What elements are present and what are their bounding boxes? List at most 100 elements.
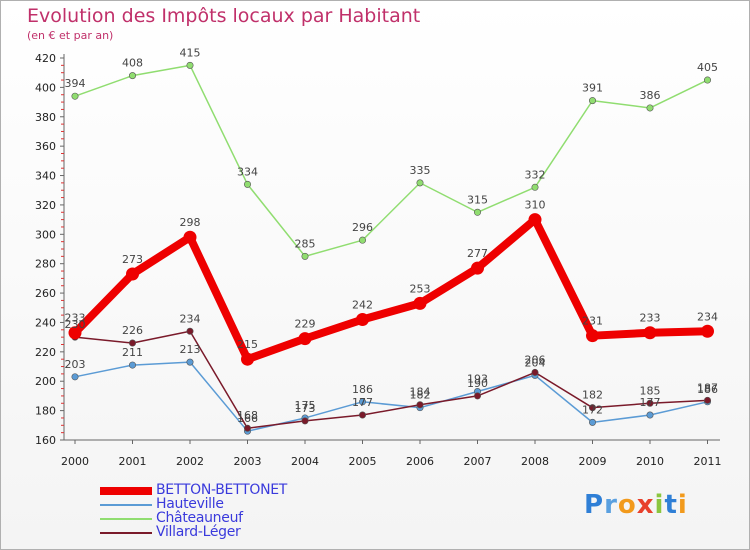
data-label: 230 xyxy=(65,318,86,331)
data-label: 193 xyxy=(467,373,488,386)
series-point-0 xyxy=(68,326,82,340)
series-point-0 xyxy=(183,230,197,244)
logo-letter: x xyxy=(636,490,655,520)
data-label: 391 xyxy=(582,82,603,95)
series-point-2 xyxy=(301,252,309,260)
x-tick-label: 2003 xyxy=(234,455,262,468)
series-point-1 xyxy=(588,418,596,426)
data-label: 182 xyxy=(410,389,431,402)
series-point-3 xyxy=(129,339,137,347)
data-label: 190 xyxy=(467,377,488,390)
y-tick-label: 340 xyxy=(35,170,56,183)
data-label: 187 xyxy=(697,381,718,394)
legend-label: Hauteville xyxy=(156,496,224,512)
logo-letter: o xyxy=(617,490,637,520)
series-point-1 xyxy=(186,358,194,366)
series-point-0 xyxy=(471,261,484,275)
y-tick-label: 260 xyxy=(35,287,56,300)
y-tick-label: 420 xyxy=(35,52,56,65)
data-label: 229 xyxy=(295,318,316,331)
x-tick-label: 2005 xyxy=(349,455,377,468)
x-tick-label: 2002 xyxy=(176,455,204,468)
series-point-2 xyxy=(129,72,137,80)
series-point-2 xyxy=(473,208,481,216)
data-label: 213 xyxy=(180,343,201,356)
series-point-0 xyxy=(528,213,542,227)
y-tick-label: 240 xyxy=(35,316,56,329)
y-tick-label: 280 xyxy=(35,258,56,271)
legend-label: Villard-Léger xyxy=(156,524,241,540)
logo-letter: P xyxy=(584,490,605,520)
data-label: 177 xyxy=(352,396,373,409)
data-label: 273 xyxy=(122,253,143,266)
logo-letter: t xyxy=(664,490,678,520)
data-label: 186 xyxy=(352,383,373,396)
series-point-3 xyxy=(186,327,194,335)
y-tick-label: 220 xyxy=(35,346,56,359)
data-label: 182 xyxy=(582,389,603,402)
data-label: 166 xyxy=(237,412,258,425)
series-point-3 xyxy=(416,401,424,409)
series-point-2 xyxy=(531,183,539,191)
y-tick-label: 360 xyxy=(35,140,56,153)
series-line-0 xyxy=(71,215,712,364)
x-tick-label: 2000 xyxy=(61,455,89,468)
series-point-3 xyxy=(531,368,539,376)
series-point-3 xyxy=(703,396,711,404)
data-label: 203 xyxy=(65,358,86,371)
legend-label: BETTON-BETTONET xyxy=(156,482,288,498)
data-label: 172 xyxy=(582,403,603,416)
series-point-2 xyxy=(358,236,366,244)
data-label: 253 xyxy=(410,282,431,295)
x-tick-label: 2001 xyxy=(119,455,147,468)
series-point-0 xyxy=(701,324,714,338)
data-label: 332 xyxy=(525,168,546,181)
x-tick-label: 2011 xyxy=(694,455,722,468)
series-point-1 xyxy=(646,411,654,419)
series-point-0 xyxy=(126,267,139,281)
series-point-0 xyxy=(241,352,254,366)
data-label: 386 xyxy=(640,89,661,102)
data-label: 334 xyxy=(237,165,258,178)
series-point-1 xyxy=(358,398,366,406)
series-point-0 xyxy=(643,326,657,340)
y-tick-label: 180 xyxy=(35,405,56,418)
data-label: 206 xyxy=(525,353,546,366)
series-point-2 xyxy=(703,76,711,84)
series-point-2 xyxy=(71,92,79,100)
chart-subtitle: (en € et par an) xyxy=(27,29,114,42)
data-label: 298 xyxy=(180,216,201,229)
legend-label: Châteauneuf xyxy=(156,510,243,526)
y-tick-label: 400 xyxy=(35,81,56,94)
data-label: 315 xyxy=(467,193,488,206)
logo-letter: i xyxy=(654,490,665,520)
x-tick-label: 2009 xyxy=(579,455,607,468)
series-point-0 xyxy=(356,313,369,327)
data-label: 394 xyxy=(65,77,86,90)
legend-swatch xyxy=(100,518,152,520)
proxiti-logo: Proxiti xyxy=(584,490,688,520)
logo-letter: i xyxy=(677,490,688,520)
series-point-3 xyxy=(473,392,481,400)
data-label: 175 xyxy=(295,399,316,412)
chart-title: Evolution des Impôts locaux par Habitant xyxy=(27,5,421,27)
logo-letter: r xyxy=(604,490,618,520)
series-line-3 xyxy=(74,330,709,429)
y-tick-label: 300 xyxy=(35,228,56,241)
series-line-1 xyxy=(74,361,709,432)
series-point-2 xyxy=(646,104,654,112)
legend-swatch xyxy=(100,532,152,534)
data-label: 226 xyxy=(122,324,143,337)
x-tick-label: 2008 xyxy=(521,455,549,468)
y-tick-label: 200 xyxy=(35,375,56,388)
data-label: 173 xyxy=(295,402,316,415)
y-tick-label: 160 xyxy=(35,434,56,447)
data-label: 204 xyxy=(525,356,546,369)
data-label: 405 xyxy=(697,61,718,74)
data-label: 296 xyxy=(352,221,373,234)
series-point-2 xyxy=(416,179,424,187)
data-label: 233 xyxy=(65,312,86,325)
series-point-2 xyxy=(244,180,252,188)
series-point-0 xyxy=(586,329,599,343)
